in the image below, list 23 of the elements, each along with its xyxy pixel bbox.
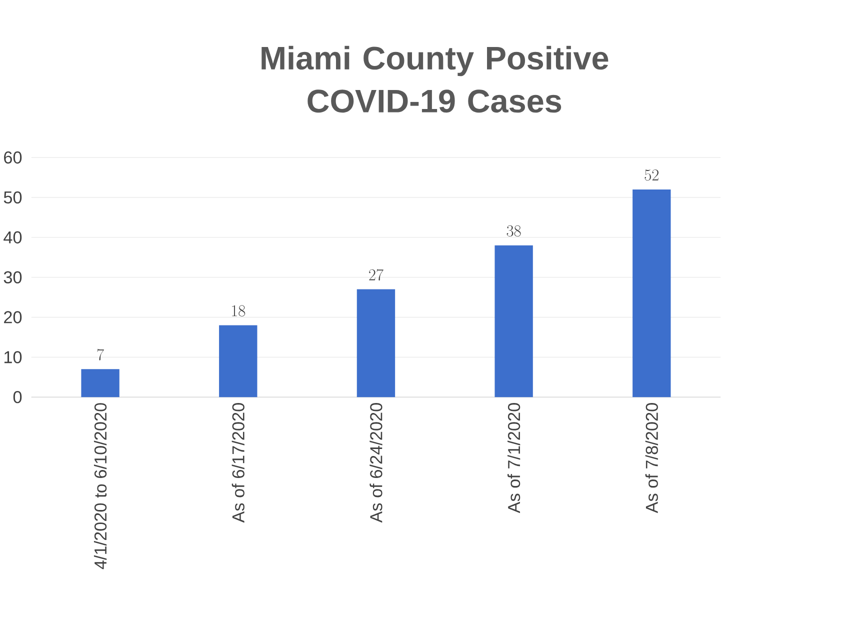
y-tick-label: 40 [4,232,22,244]
bar [356,290,396,398]
data-label: 38 [506,226,521,237]
y-tick-label: 0 [13,391,22,404]
bar [494,246,533,398]
x-tick-label: As of 6/24/2020 [370,403,382,523]
bar [81,369,120,398]
data-label: 52 [644,170,659,181]
data-label: 18 [232,305,246,317]
bar [632,190,671,398]
x-tick-label: As of 7/8/2020 [645,403,658,514]
y-tick-label: 60 [4,152,22,164]
data-label: 7 [97,349,104,361]
y-tick-label: 20 [4,311,22,324]
x-tick-label: As of 6/17/2020 [232,403,244,523]
x-tick-label: As of 7/1/2020 [508,403,520,514]
chart-title: Miami County Positive COVID-19 Cases [262,46,608,113]
bar [219,325,258,398]
data-label: 27 [369,269,384,281]
y-tick-label: 10 [4,351,22,364]
y-tick-label: 50 [4,192,22,204]
x-tick-label: 4/1/2020 to 6/10/2020 [94,403,107,570]
y-tick-label: 30 [4,271,22,284]
